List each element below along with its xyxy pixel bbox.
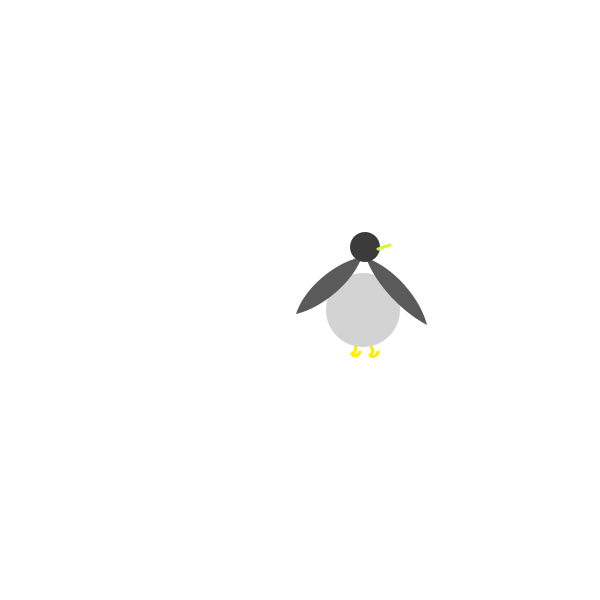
- penguin: [296, 232, 427, 359]
- penguin-body: [326, 273, 400, 347]
- penguin-right-foot: [368, 344, 380, 359]
- penguin-left-wing: [296, 257, 362, 314]
- penguin-beak: [376, 243, 392, 251]
- penguin-right-wing: [366, 258, 427, 325]
- penguin-head: [350, 232, 380, 262]
